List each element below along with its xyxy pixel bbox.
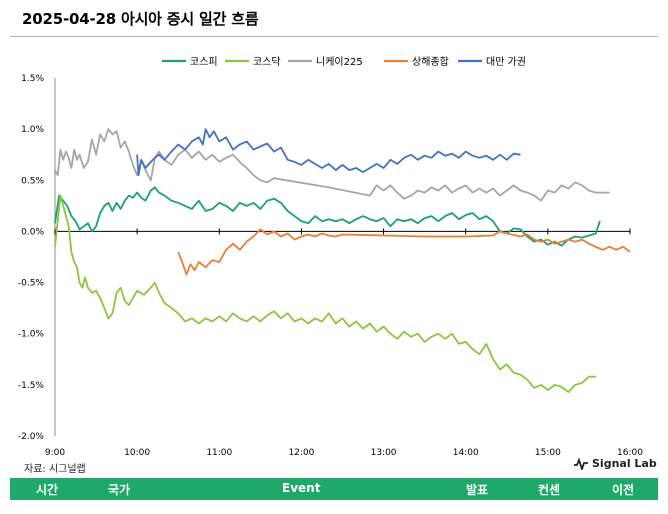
x-tick-label: 9:00 bbox=[45, 448, 65, 458]
series-line-2 bbox=[54, 194, 596, 393]
x-tick-label: 12:00 bbox=[288, 448, 314, 458]
x-tick-label: 10:00 bbox=[124, 448, 150, 458]
series-line-4 bbox=[177, 228, 631, 276]
y-axis: 1.5% 1.0% 0.5% 0.0% -0.5% -1.0% -1.5% -2.0% bbox=[18, 74, 56, 442]
series-line-1 bbox=[54, 186, 601, 247]
legend-label: 니케이225 bbox=[316, 56, 363, 68]
event-table-header: 시간 국가 Event 발표 컨센 이전 bbox=[10, 478, 658, 500]
col-header-consensus: 컨센 bbox=[538, 483, 561, 497]
y-tick-label: -0.5% bbox=[18, 279, 45, 289]
source-note: 자료: 시그널랩 bbox=[24, 464, 86, 475]
legend-label: 코스피 bbox=[190, 56, 218, 68]
y-tick-label: -1.5% bbox=[18, 381, 45, 391]
brand-logo: Signal Lab bbox=[574, 457, 657, 470]
x-tick-label: 11:00 bbox=[206, 448, 232, 458]
y-tick-label: -1.0% bbox=[18, 330, 45, 340]
col-header-actual: 발표 bbox=[466, 483, 489, 497]
series-line-5 bbox=[136, 128, 521, 177]
legend-label: 상해종합 bbox=[412, 55, 449, 68]
col-header-event: Event bbox=[282, 481, 321, 495]
y-tick-label: -2.0% bbox=[18, 432, 45, 442]
series-line-3 bbox=[54, 128, 610, 202]
y-tick-label: 0.5% bbox=[21, 176, 44, 186]
y-tick-label: 1.5% bbox=[21, 74, 44, 84]
col-header-previous: 이전 bbox=[612, 483, 635, 497]
chart-legend: 코스피 코스닥 니케이225 상해종합 대만 가권 bbox=[162, 55, 526, 68]
col-header-time: 시간 bbox=[36, 483, 59, 497]
col-header-country: 국가 bbox=[108, 483, 131, 497]
title-divider bbox=[10, 36, 658, 37]
plot-area bbox=[54, 128, 631, 393]
x-tick-label: 14:00 bbox=[453, 448, 479, 458]
y-tick-label: 1.0% bbox=[21, 125, 44, 135]
brand-name: Signal Lab bbox=[592, 457, 657, 470]
x-tick-label: 15:00 bbox=[535, 448, 561, 458]
x-axis: 9:00 10:00 11:00 12:00 13:00 14:00 15:00 16:00 bbox=[45, 228, 643, 458]
x-tick-label: 16:00 bbox=[617, 448, 643, 458]
signal-wave-icon bbox=[574, 457, 588, 470]
legend-label: 대만 가권 bbox=[486, 56, 526, 68]
x-tick-label: 13:00 bbox=[371, 448, 397, 458]
page-title: 2025-04-28 아시아 증시 일간 흐름 bbox=[22, 10, 259, 28]
y-tick-label: 0.0% bbox=[21, 227, 44, 237]
legend-label: 코스닥 bbox=[253, 56, 281, 68]
